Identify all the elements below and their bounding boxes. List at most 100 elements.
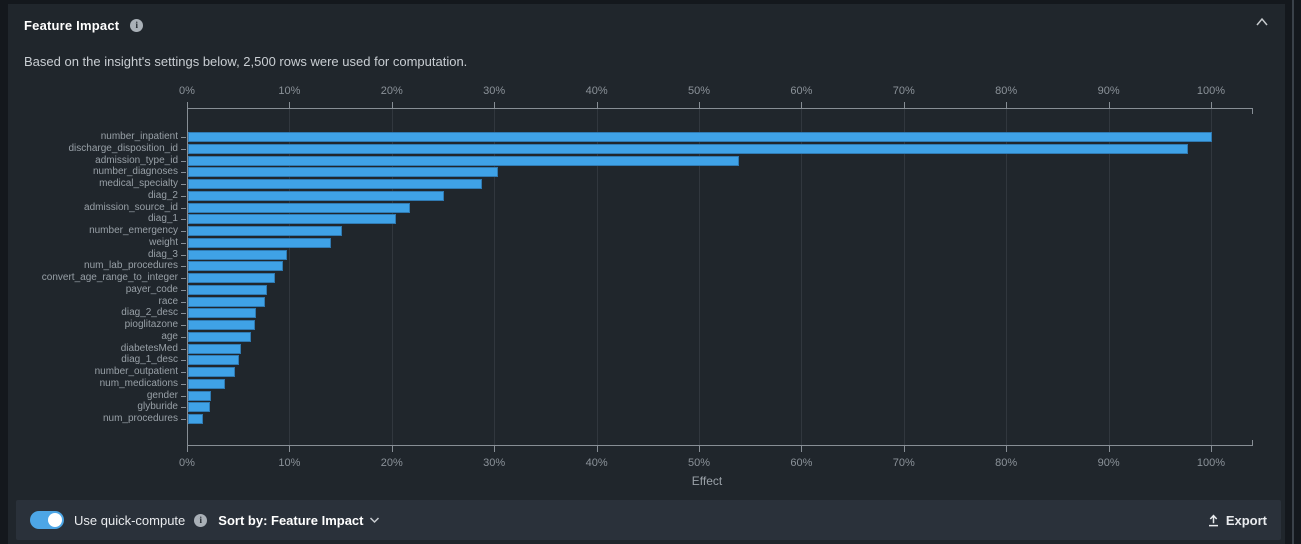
feature-bar[interactable]	[188, 320, 255, 330]
gridline	[1108, 109, 1110, 445]
x-tick-label-top: 80%	[995, 85, 1018, 97]
feature-label: number_inpatient	[100, 131, 178, 142]
feature-bar[interactable]	[188, 331, 252, 342]
gridline	[391, 109, 393, 445]
x-tick-label-bottom: 70%	[892, 457, 915, 469]
feature-bar[interactable]	[188, 202, 411, 213]
x-tick	[699, 446, 700, 452]
x-tick	[596, 102, 598, 108]
feature-label: weight	[149, 236, 178, 248]
feature-label: diabetesMed	[120, 342, 178, 354]
feature-bar[interactable]	[188, 284, 267, 295]
sort-by-control[interactable]: Sort by: Feature Impact	[218, 513, 380, 528]
export-button[interactable]: Export	[1207, 513, 1267, 528]
export-label: Export	[1225, 512, 1267, 528]
x-tick-label-top: 90%	[1097, 85, 1120, 97]
x-tick	[801, 102, 803, 108]
y-tick	[181, 207, 186, 209]
feature-bar[interactable]	[188, 167, 499, 178]
y-tick	[181, 219, 186, 221]
x-tick	[1211, 102, 1212, 108]
feature-bar[interactable]	[188, 273, 276, 283]
x-tick	[903, 102, 905, 108]
info-icon[interactable]: i	[130, 18, 144, 32]
x-tick-label-top: 30%	[483, 85, 506, 97]
feature-bar[interactable]	[188, 308, 256, 319]
y-tick	[181, 242, 186, 244]
x-tick-label-bottom: 40%	[585, 457, 608, 469]
y-axis-line	[187, 109, 188, 445]
y-tick	[181, 195, 186, 197]
x-tick-label-top: 100%	[1196, 85, 1226, 97]
export-icon	[1208, 514, 1218, 526]
feature-impact-panel: Feature Impact i Based on the insight's …	[8, 4, 1285, 544]
y-tick	[181, 289, 186, 291]
feature-bar[interactable]	[188, 143, 1189, 154]
feature-label: glyburide	[137, 401, 178, 413]
x-tick	[494, 446, 496, 452]
x-tick	[1006, 102, 1008, 108]
quick-compute-toggle[interactable]	[30, 511, 64, 529]
feature-bar[interactable]	[188, 296, 265, 307]
x-tick	[187, 446, 188, 452]
chevron-up-icon[interactable]	[1255, 17, 1269, 27]
x-tick	[391, 102, 393, 108]
feature-bar[interactable]	[188, 261, 284, 272]
y-tick	[181, 313, 186, 315]
feature-label: diag_3	[147, 248, 178, 260]
gridline	[596, 109, 598, 445]
feature-bar[interactable]	[188, 226, 342, 236]
feature-bar[interactable]	[188, 367, 236, 377]
feature-label: number_emergency	[89, 225, 178, 236]
x-tick	[596, 446, 598, 452]
feature-bar[interactable]	[188, 414, 204, 424]
feature-label: diag_2	[147, 189, 178, 201]
x-axis-title: Effect	[691, 474, 723, 488]
y-tick	[181, 184, 186, 185]
info-icon[interactable]: i	[194, 513, 208, 527]
x-tick-label-bottom: 10%	[278, 457, 301, 469]
x-tick	[1006, 446, 1008, 452]
feature-bar[interactable]	[188, 249, 288, 260]
x-tick-label-bottom: 90%	[1097, 457, 1120, 469]
feature-bar[interactable]	[188, 190, 444, 201]
footer-bar: Use quick-compute i Sort by: Feature Imp…	[16, 500, 1281, 540]
y-tick	[181, 383, 186, 385]
feature-bar[interactable]	[188, 402, 210, 413]
feature-label: diag_2_desc	[121, 307, 178, 319]
feature-bar[interactable]	[188, 343, 242, 354]
feature-label: payer_code	[125, 283, 178, 295]
y-tick	[181, 137, 186, 138]
x-tick-label-top: 60%	[790, 85, 813, 97]
feature-bar[interactable]	[188, 237, 332, 248]
toggle-knob	[48, 513, 62, 527]
x-tick	[289, 446, 291, 452]
feature-bar[interactable]	[188, 179, 482, 189]
feature-bar[interactable]	[188, 132, 1212, 142]
feature-bar[interactable]	[188, 155, 739, 166]
gridline	[801, 109, 803, 445]
gridline	[289, 109, 291, 445]
x-tick-label-top: 70%	[892, 85, 915, 97]
feature-label: discharge_disposition_id	[68, 142, 178, 154]
feature-bar[interactable]	[188, 214, 396, 225]
y-tick	[181, 266, 186, 268]
x-tick-label-top: 20%	[380, 85, 403, 97]
feature-bar[interactable]	[188, 355, 240, 366]
gridline	[1006, 109, 1008, 445]
feature-bar[interactable]	[188, 378, 225, 389]
y-tick	[181, 278, 186, 279]
feature-label: number_diagnoses	[92, 166, 178, 178]
computation-note: Based on the insight's settings below, 2…	[24, 54, 468, 69]
feature-label: gender	[146, 389, 178, 401]
scrollbar[interactable]	[1292, 0, 1294, 544]
x-tick	[289, 102, 291, 108]
x-tick	[1108, 102, 1110, 108]
feature-label: num_lab_procedures	[84, 260, 178, 272]
y-tick	[181, 336, 186, 338]
x-tick-label-top: 0%	[179, 85, 195, 97]
y-tick	[181, 395, 186, 397]
feature-bar[interactable]	[188, 390, 211, 401]
x-tick	[1211, 446, 1212, 452]
